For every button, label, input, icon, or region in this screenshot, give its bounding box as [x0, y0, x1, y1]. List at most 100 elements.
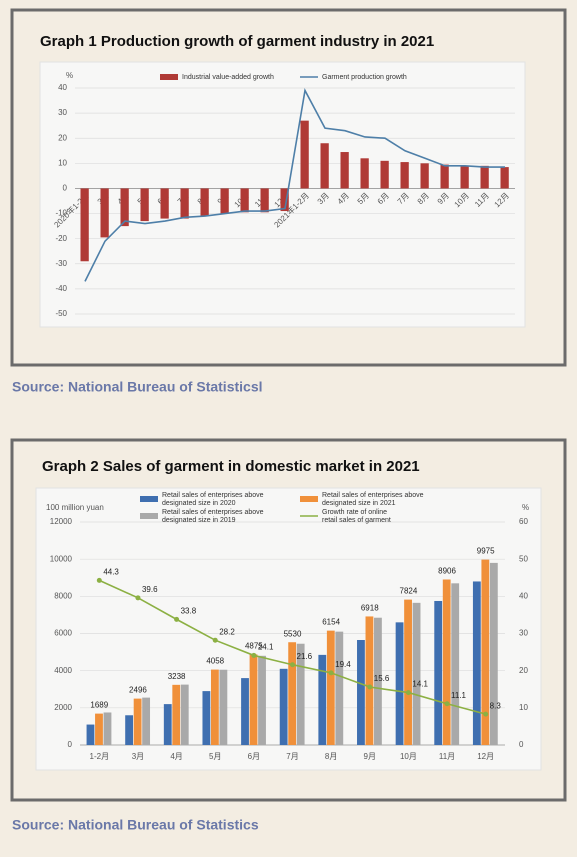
bar: [219, 669, 228, 745]
bar: [489, 562, 498, 745]
bar: [100, 188, 109, 238]
legend-label: Garment production growth: [322, 74, 407, 81]
y2-tick-label: 0: [519, 740, 524, 749]
value-label: 44.3: [103, 567, 119, 576]
source: Source: National Bureau of Statistics: [12, 817, 259, 833]
bar: [210, 669, 219, 745]
line-point: [483, 711, 489, 717]
bar: [258, 655, 266, 745]
y2-tick-label: 10: [519, 703, 528, 712]
chart-title: Graph 2 Sales of garment in domestic mar…: [42, 458, 420, 475]
bar: [320, 143, 329, 189]
bar: [318, 654, 327, 745]
y-tick-label: 40: [58, 83, 67, 92]
y2-tick-label: 30: [519, 629, 528, 638]
bar: [180, 684, 189, 745]
bar: [86, 724, 95, 745]
value-label: 2496: [129, 686, 147, 695]
value-label: 39.6: [142, 585, 158, 594]
bar: [80, 188, 89, 262]
value-label: 24.1: [258, 643, 274, 652]
y-tick-label: 4000: [54, 666, 72, 675]
bar: [442, 579, 451, 745]
legend-label: Growth rate of online retail sales of gar…: [322, 509, 391, 524]
y-tick-label: 8000: [54, 591, 72, 600]
bar: [480, 165, 489, 189]
bar: [434, 600, 443, 745]
bar: [451, 583, 460, 745]
value-label: 1689: [90, 701, 108, 710]
value-label: 15.6: [374, 674, 390, 683]
bar: [460, 165, 469, 189]
bar: [133, 698, 142, 745]
bar: [500, 167, 509, 189]
line-point: [405, 690, 411, 696]
legend-swatch: [140, 496, 158, 502]
value-label: 33.8: [181, 606, 197, 615]
bar: [380, 160, 389, 189]
value-label: 5530: [284, 629, 302, 638]
y2-tick-label: 20: [519, 666, 528, 675]
x-tick-label: 3月: [132, 752, 144, 761]
legend-label: Retail sales of enterprises above designa…: [162, 492, 264, 507]
x-tick-label: 1-2月: [90, 752, 110, 761]
x-tick-label: 8月: [325, 752, 337, 761]
bar: [260, 188, 269, 213]
bar: [120, 188, 129, 227]
bar: [296, 643, 305, 745]
bar: [95, 713, 103, 745]
y-tick-label: 0: [63, 184, 68, 193]
y-tick-label: 2000: [54, 703, 72, 712]
bar: [142, 697, 151, 745]
value-label: 8.3: [490, 701, 502, 710]
bar: [360, 158, 369, 189]
bar: [241, 678, 249, 745]
bar: [279, 668, 288, 745]
x-tick-label: 11月: [439, 752, 455, 761]
bar: [163, 704, 172, 745]
y-tick-label: -20: [55, 234, 67, 243]
bar: [288, 642, 297, 745]
value-label: 28.2: [219, 627, 235, 636]
value-label: 7824: [400, 587, 418, 596]
bar: [103, 712, 112, 745]
bar: [160, 188, 169, 219]
value-label: 19.4: [335, 660, 351, 669]
bar: [365, 616, 374, 745]
bar: [404, 599, 412, 745]
x-tick-label: 10月: [400, 752, 417, 761]
bar: [220, 188, 229, 214]
line-point: [290, 662, 295, 668]
y2-tick-label: 60: [519, 517, 528, 526]
legend-swatch: [160, 74, 178, 80]
bar: [172, 684, 181, 745]
y-tick-label: 10000: [50, 554, 73, 563]
line-point: [251, 652, 257, 658]
frame: [10, 438, 567, 802]
bar: [200, 188, 209, 217]
bar: [472, 581, 481, 745]
bar: [202, 691, 211, 745]
chart-title: Graph 1 Production growth of garment ind…: [40, 33, 434, 50]
y-tick-label: -30: [55, 259, 67, 268]
line-point: [135, 595, 141, 601]
line-point: [96, 577, 102, 583]
frame: [10, 8, 567, 367]
bar: [400, 162, 409, 189]
value-label: 9975: [477, 547, 495, 556]
value-label: 4875: [245, 642, 263, 651]
y-unit: %: [66, 71, 73, 80]
value-label: 8906: [438, 567, 456, 576]
x-tick-label: 5月: [209, 752, 221, 761]
bar: [412, 602, 421, 745]
legend-swatch: [300, 496, 318, 502]
bar: [180, 188, 189, 219]
y2-tick-label: 50: [519, 554, 528, 563]
bar: [125, 715, 134, 745]
y-tick-label: -10: [55, 209, 67, 218]
bar: [374, 617, 382, 745]
y-unit: 100 million yuan: [46, 503, 104, 512]
y-tick-label: -40: [55, 284, 67, 293]
bar: [420, 163, 429, 189]
bar: [300, 120, 309, 189]
